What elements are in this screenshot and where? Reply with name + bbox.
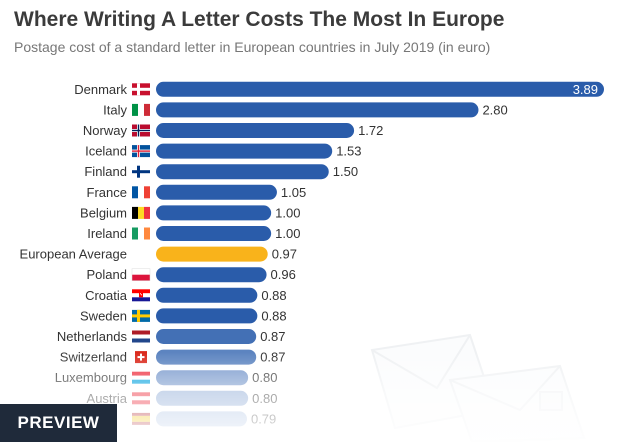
- value-label: 1.50: [333, 164, 358, 179]
- category-label: Luxembourg: [55, 370, 127, 385]
- category-label: Belgium: [80, 205, 127, 220]
- flag-denmark-icon: [132, 83, 150, 96]
- bar-switzerland: [156, 349, 257, 365]
- value-label: 1.53: [336, 144, 361, 159]
- flag-luxembourg-icon: [132, 371, 150, 384]
- bar-italy: [156, 102, 479, 118]
- flag-france-icon: [132, 186, 150, 199]
- bar-iceland: [156, 143, 333, 159]
- category-label: Finland: [84, 164, 127, 179]
- bar-row-16: [156, 411, 247, 427]
- bar-belgium: [156, 205, 272, 221]
- bar-poland: [156, 267, 267, 283]
- category-label: Ireland: [87, 226, 127, 241]
- value-label: 0.97: [272, 247, 297, 262]
- bar-denmark: [156, 81, 604, 97]
- value-label: 2.80: [482, 102, 507, 117]
- value-label: 1.00: [275, 226, 300, 241]
- value-label: 0.87: [260, 350, 285, 365]
- bar-austria: [156, 390, 249, 406]
- chart-title: Where Writing A Letter Costs The Most In…: [14, 8, 505, 31]
- category-label: Sweden: [80, 308, 127, 323]
- flag-norway-icon: [132, 124, 150, 137]
- flag-poland-icon: [131, 268, 151, 281]
- bar-sweden: [156, 308, 258, 324]
- value-label: 3.89: [573, 82, 598, 97]
- bar-norway: [156, 123, 355, 138]
- value-label: 0.88: [261, 308, 286, 323]
- flag-italy-icon: [132, 103, 150, 116]
- flag-austria-icon: [132, 392, 150, 405]
- flag-ireland-icon: [132, 227, 150, 240]
- category-label: Norway: [83, 123, 128, 138]
- category-label: France: [87, 185, 127, 200]
- chart-subtitle: Postage cost of a standard letter in Eur…: [14, 39, 491, 55]
- preview-badge: PREVIEW: [0, 404, 117, 442]
- value-label: 0.79: [251, 411, 276, 426]
- category-label: Italy: [103, 102, 127, 117]
- bar-france: [156, 184, 277, 200]
- category-label: Croatia: [85, 288, 128, 303]
- category-label: Netherlands: [57, 329, 128, 344]
- value-label: 0.87: [260, 329, 285, 344]
- category-label: Denmark: [74, 82, 127, 97]
- flag-belgium-icon: [132, 206, 150, 219]
- flag-spain-icon: [132, 412, 150, 425]
- flag-sweden-icon: [132, 309, 150, 322]
- bar-luxembourg: [156, 370, 249, 386]
- flag-switzerland-icon: [135, 351, 147, 364]
- value-label: 1.05: [281, 185, 306, 200]
- bar-finland: [156, 164, 329, 180]
- category-label: Switzerland: [60, 350, 127, 365]
- flag-finland-icon: [132, 165, 150, 178]
- category-label: European Average: [20, 247, 127, 262]
- bar-european-average: [156, 246, 268, 262]
- bar-croatia: [156, 287, 258, 303]
- value-label: 1.00: [275, 205, 300, 220]
- bar-netherlands: [156, 329, 257, 344]
- bar-ireland: [156, 226, 272, 241]
- flag-iceland-icon: [132, 145, 150, 158]
- category-label: Iceland: [85, 144, 127, 159]
- category-label: Poland: [87, 267, 127, 282]
- value-label: 0.96: [271, 267, 296, 282]
- flag-netherlands-icon: [132, 330, 150, 343]
- value-label: 0.80: [252, 391, 277, 406]
- value-label: 0.80: [252, 370, 277, 385]
- value-label: 1.72: [358, 123, 383, 138]
- value-label: 0.88: [261, 288, 286, 303]
- flag-croatia-icon: [132, 289, 150, 302]
